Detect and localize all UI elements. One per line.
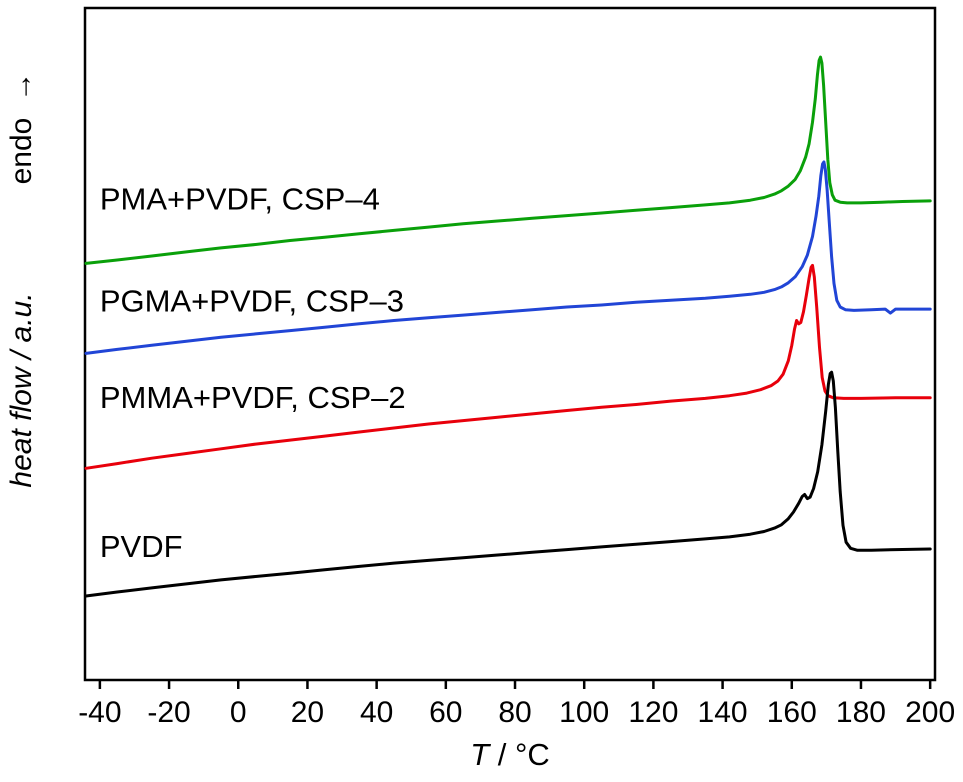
x-axis-symbol: T <box>470 737 490 772</box>
curve-csp4 <box>84 55 932 265</box>
x-tick-label: 120 <box>628 696 678 729</box>
x-axis-unit: / °C <box>489 737 550 772</box>
series-label-csp2: PMMA+PVDF, CSP–2 <box>100 380 406 415</box>
x-tick-label: 40 <box>360 696 393 729</box>
curve-pvdf <box>84 370 932 598</box>
x-tick-label: 200 <box>905 696 955 729</box>
x-tick-label: 180 <box>836 696 886 729</box>
series-label-pvdf: PVDF <box>100 529 183 564</box>
x-tick-label: 80 <box>498 696 531 729</box>
chart-frame <box>83 6 937 682</box>
series-label-csp4: PMA+PVDF, CSP–4 <box>100 182 380 217</box>
x-tick-label: 60 <box>429 696 462 729</box>
x-tick-label: 20 <box>291 696 324 729</box>
x-tick-label: 140 <box>698 696 748 729</box>
endo-up-arrow-icon: → <box>5 71 38 102</box>
x-tick-label: -40 <box>78 696 121 729</box>
x-tick-label: -20 <box>147 696 190 729</box>
curve-csp3 <box>84 160 932 355</box>
x-tick-label: 0 <box>230 696 247 729</box>
y-axis-endo-label: endo → <box>4 0 40 328</box>
x-tick-label: 160 <box>767 696 817 729</box>
x-axis-title: T / °C <box>85 737 935 773</box>
series-label-csp3: PGMA+PVDF, CSP–3 <box>100 284 404 319</box>
curve-csp2 <box>84 263 932 470</box>
endo-label-text: endo <box>5 117 38 185</box>
x-tick-label: 100 <box>559 696 609 729</box>
